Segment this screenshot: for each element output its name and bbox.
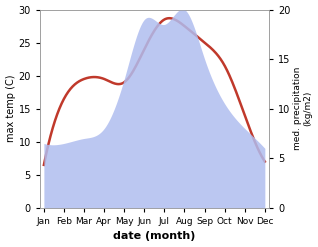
Y-axis label: max temp (C): max temp (C) (5, 75, 16, 143)
Y-axis label: med. precipitation
(kg/m2): med. precipitation (kg/m2) (293, 67, 313, 150)
X-axis label: date (month): date (month) (113, 231, 196, 242)
